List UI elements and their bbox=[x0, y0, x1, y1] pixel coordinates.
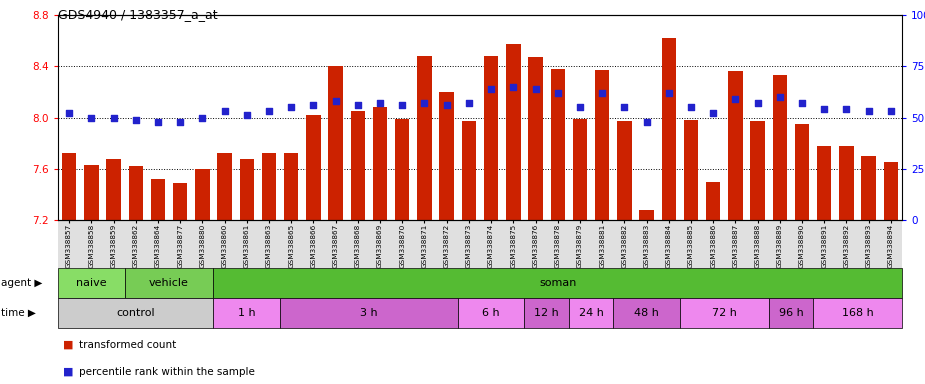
Point bbox=[417, 100, 432, 106]
Bar bbox=[861, 156, 876, 220]
Bar bbox=[284, 153, 299, 220]
Bar bbox=[373, 107, 388, 220]
Bar bbox=[351, 111, 365, 220]
Text: control: control bbox=[117, 308, 155, 318]
Point bbox=[195, 114, 210, 121]
Bar bbox=[506, 45, 521, 220]
Bar bbox=[661, 38, 676, 220]
Bar bbox=[839, 146, 854, 220]
Bar bbox=[528, 57, 543, 220]
Point bbox=[262, 108, 277, 114]
Point bbox=[817, 106, 832, 113]
Text: ■: ■ bbox=[63, 340, 73, 350]
Bar bbox=[151, 179, 166, 220]
Text: 12 h: 12 h bbox=[535, 308, 559, 318]
Point bbox=[528, 86, 543, 92]
Text: 96 h: 96 h bbox=[779, 308, 803, 318]
Text: 168 h: 168 h bbox=[842, 308, 873, 318]
Text: agent ▶: agent ▶ bbox=[2, 278, 43, 288]
Bar bbox=[84, 165, 99, 220]
Point bbox=[106, 114, 121, 121]
Point bbox=[728, 96, 743, 102]
Point bbox=[661, 90, 676, 96]
Text: soman: soman bbox=[539, 278, 576, 288]
Point bbox=[395, 102, 410, 108]
Bar bbox=[484, 56, 499, 220]
Bar bbox=[750, 121, 765, 220]
Point bbox=[306, 102, 321, 108]
Bar bbox=[706, 182, 721, 220]
Bar bbox=[439, 92, 454, 220]
Point bbox=[772, 94, 787, 100]
Bar bbox=[817, 146, 832, 220]
Point bbox=[617, 104, 632, 110]
Bar bbox=[240, 159, 254, 220]
Bar bbox=[595, 70, 610, 220]
Point bbox=[573, 104, 587, 110]
Bar bbox=[129, 166, 143, 220]
Bar bbox=[217, 153, 232, 220]
Bar bbox=[395, 119, 410, 220]
Text: 48 h: 48 h bbox=[635, 308, 659, 318]
Bar bbox=[306, 115, 321, 220]
Point bbox=[129, 116, 143, 122]
Point bbox=[550, 90, 565, 96]
Point bbox=[506, 84, 521, 90]
Point bbox=[684, 104, 698, 110]
Point bbox=[351, 102, 365, 108]
Point bbox=[84, 114, 99, 121]
Point bbox=[839, 106, 854, 113]
Point bbox=[328, 98, 343, 104]
Point bbox=[462, 100, 476, 106]
Bar bbox=[684, 120, 698, 220]
Bar bbox=[328, 66, 343, 220]
Point bbox=[217, 108, 232, 114]
Bar bbox=[106, 159, 121, 220]
Bar bbox=[772, 75, 787, 220]
Text: naive: naive bbox=[76, 278, 106, 288]
Point bbox=[750, 100, 765, 106]
Point bbox=[240, 113, 254, 119]
Point bbox=[883, 108, 898, 114]
Bar bbox=[795, 124, 809, 220]
Text: 24 h: 24 h bbox=[579, 308, 603, 318]
Bar bbox=[173, 183, 188, 220]
Text: transformed count: transformed count bbox=[80, 340, 177, 350]
Text: ■: ■ bbox=[63, 367, 73, 377]
Text: 3 h: 3 h bbox=[360, 308, 377, 318]
Point bbox=[706, 110, 721, 116]
Bar bbox=[617, 121, 632, 220]
Point bbox=[484, 86, 499, 92]
Text: vehicle: vehicle bbox=[149, 278, 189, 288]
Point bbox=[795, 100, 809, 106]
Bar bbox=[62, 153, 77, 220]
Point bbox=[284, 104, 299, 110]
Point bbox=[62, 110, 77, 116]
Bar bbox=[462, 121, 476, 220]
Point bbox=[173, 119, 188, 125]
Text: 6 h: 6 h bbox=[482, 308, 500, 318]
Text: 72 h: 72 h bbox=[712, 308, 736, 318]
Bar bbox=[573, 119, 587, 220]
Bar bbox=[550, 69, 565, 220]
Bar bbox=[195, 169, 210, 220]
Text: time ▶: time ▶ bbox=[2, 308, 36, 318]
Point bbox=[861, 108, 876, 114]
Point bbox=[373, 100, 388, 106]
Bar bbox=[417, 56, 432, 220]
Point bbox=[639, 119, 654, 125]
Point bbox=[439, 102, 454, 108]
Text: GDS4940 / 1383357_a_at: GDS4940 / 1383357_a_at bbox=[58, 8, 217, 21]
Point bbox=[595, 90, 610, 96]
Point bbox=[151, 119, 166, 125]
Text: percentile rank within the sample: percentile rank within the sample bbox=[80, 367, 255, 377]
Bar bbox=[262, 153, 277, 220]
Bar bbox=[728, 71, 743, 220]
Bar bbox=[639, 210, 654, 220]
Bar bbox=[883, 162, 898, 220]
Text: 1 h: 1 h bbox=[238, 308, 255, 318]
